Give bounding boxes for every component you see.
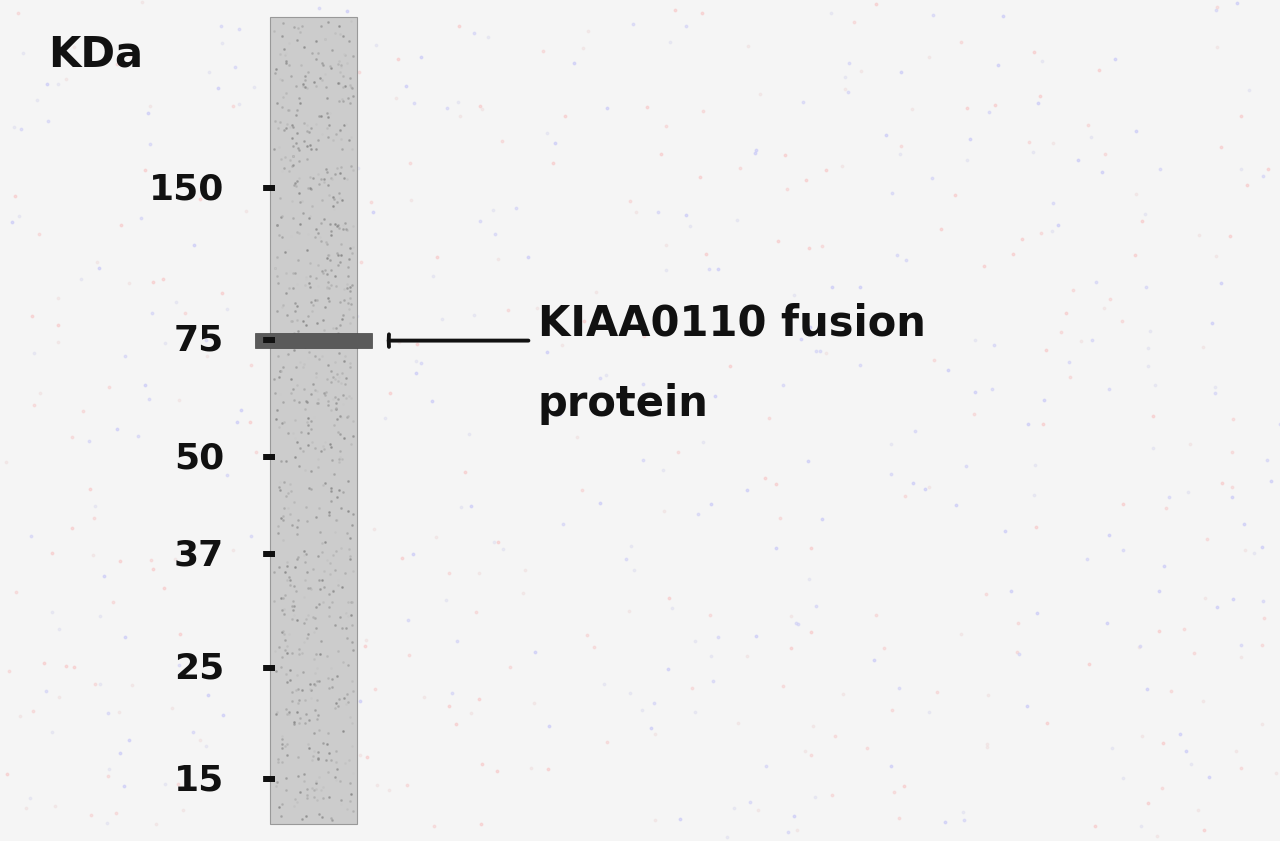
Text: -: - xyxy=(261,439,276,478)
Text: 50: 50 xyxy=(174,442,224,475)
Text: KIAA0110 fusion: KIAA0110 fusion xyxy=(538,303,925,345)
Text: 25: 25 xyxy=(174,652,224,685)
Text: -: - xyxy=(261,170,276,209)
Text: -: - xyxy=(261,536,276,574)
Text: -: - xyxy=(261,649,276,688)
Bar xyxy=(255,333,372,348)
Text: 75: 75 xyxy=(174,324,224,357)
Text: protein: protein xyxy=(538,383,708,425)
Text: 15: 15 xyxy=(174,764,224,797)
Text: KDa: KDa xyxy=(49,34,143,76)
Text: -: - xyxy=(261,321,276,360)
Text: 37: 37 xyxy=(174,538,224,572)
Text: 150: 150 xyxy=(148,172,224,206)
Bar xyxy=(270,17,357,824)
Text: -: - xyxy=(261,761,276,800)
